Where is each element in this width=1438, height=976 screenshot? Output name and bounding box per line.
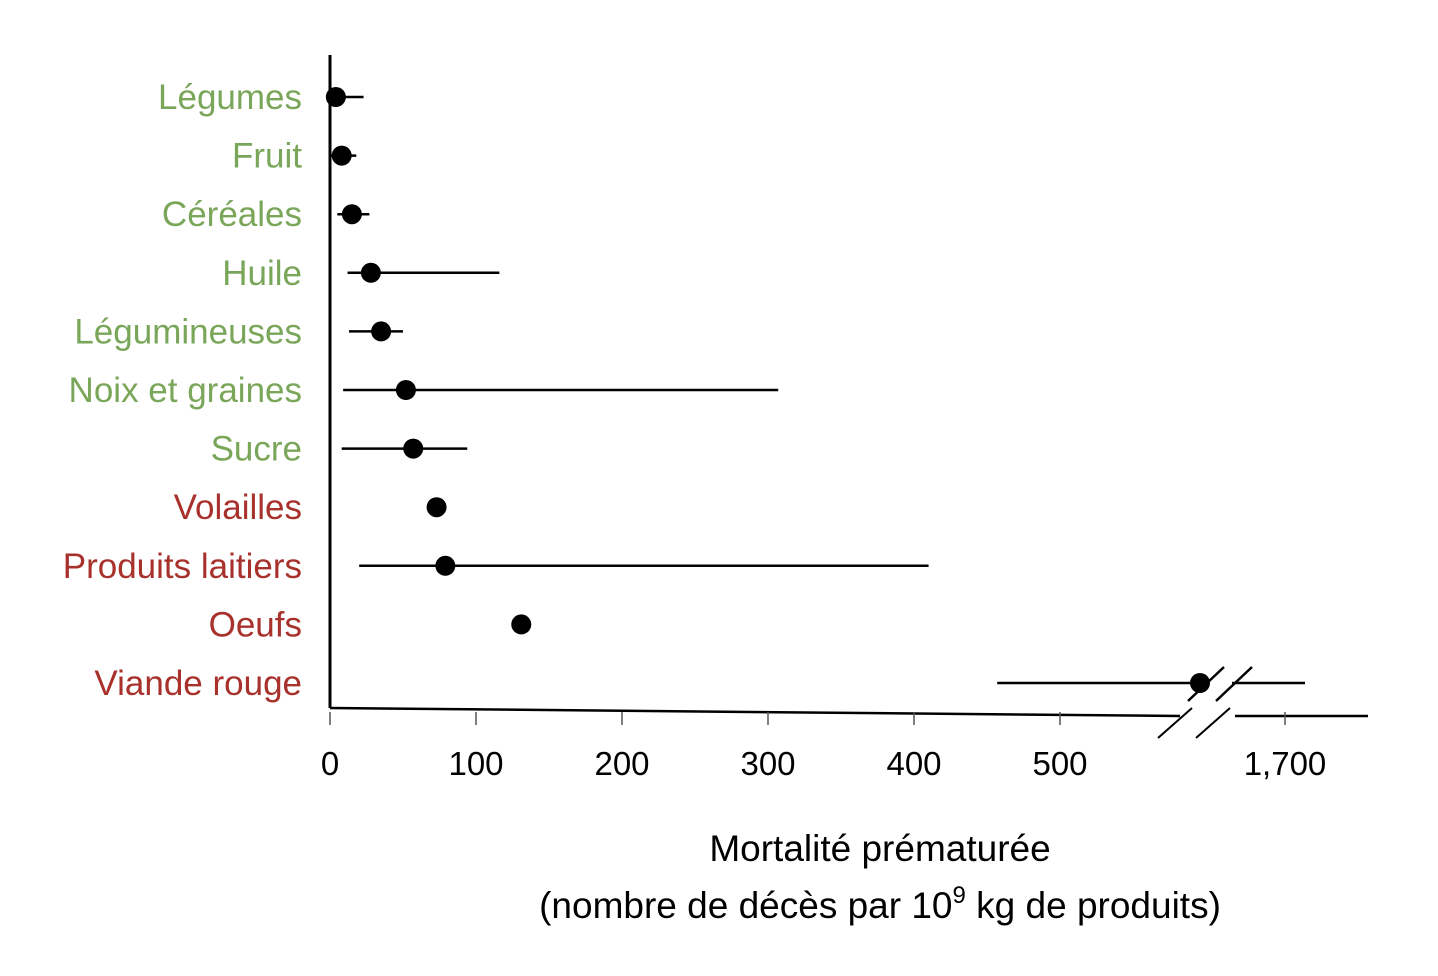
x-axis-title-superscript: 9 [952,882,966,909]
x-ticks: 0 100 200 300 400 500 1,700 [321,712,1326,782]
category-label: Produits laitiers [63,547,302,586]
data-point [341,204,362,225]
x-tick-label: 500 [1032,745,1087,782]
x-axis-line-left [329,706,1181,718]
x-axis-break-mark [1157,707,1193,739]
data-marks [325,87,1305,702]
data-point [360,262,381,283]
error-bar-break-mark [1215,666,1253,702]
data-point [331,145,352,166]
x-tick-label: 400 [886,745,941,782]
category-labels: Légumes Fruit Céréales Huile Légumineuses Noi… [63,78,303,703]
category-label: Oeufs [209,605,302,644]
x-tick-label: 200 [594,745,649,782]
data-point [1190,673,1210,693]
axes [328,55,1368,739]
x-axis-title-line2: (nombre de décès par 109 kg de produits) [470,882,1290,927]
x-axis-title-line2-prefix: (nombre de décès par 10 [539,885,953,926]
category-label: Huile [222,254,302,293]
data-point [403,438,424,459]
data-point [395,380,416,400]
x-tick-label: 100 [448,745,503,782]
category-label: Légumineuses [74,312,302,351]
x-tick-label: 0 [321,745,339,782]
category-label: Légumes [158,78,302,117]
data-point [426,497,447,518]
x-axis-break-mark [1195,707,1231,739]
x-tick-label: 1,700 [1244,745,1327,782]
category-label: Sucre [211,430,302,469]
data-point [325,87,346,107]
category-label: Noix et graines [69,371,302,410]
data-point [435,555,456,576]
category-label: Volailles [174,488,302,527]
category-label: Viande rouge [94,664,302,703]
category-label: Fruit [232,137,302,176]
x-axis-title-line1: Mortalité prématurée [709,828,1051,869]
data-point [511,614,532,635]
x-axis-title-line2-suffix: kg de produits) [965,885,1221,926]
x-tick-label: 300 [740,745,795,782]
data-point [371,321,392,342]
category-label: Céréales [162,195,302,234]
